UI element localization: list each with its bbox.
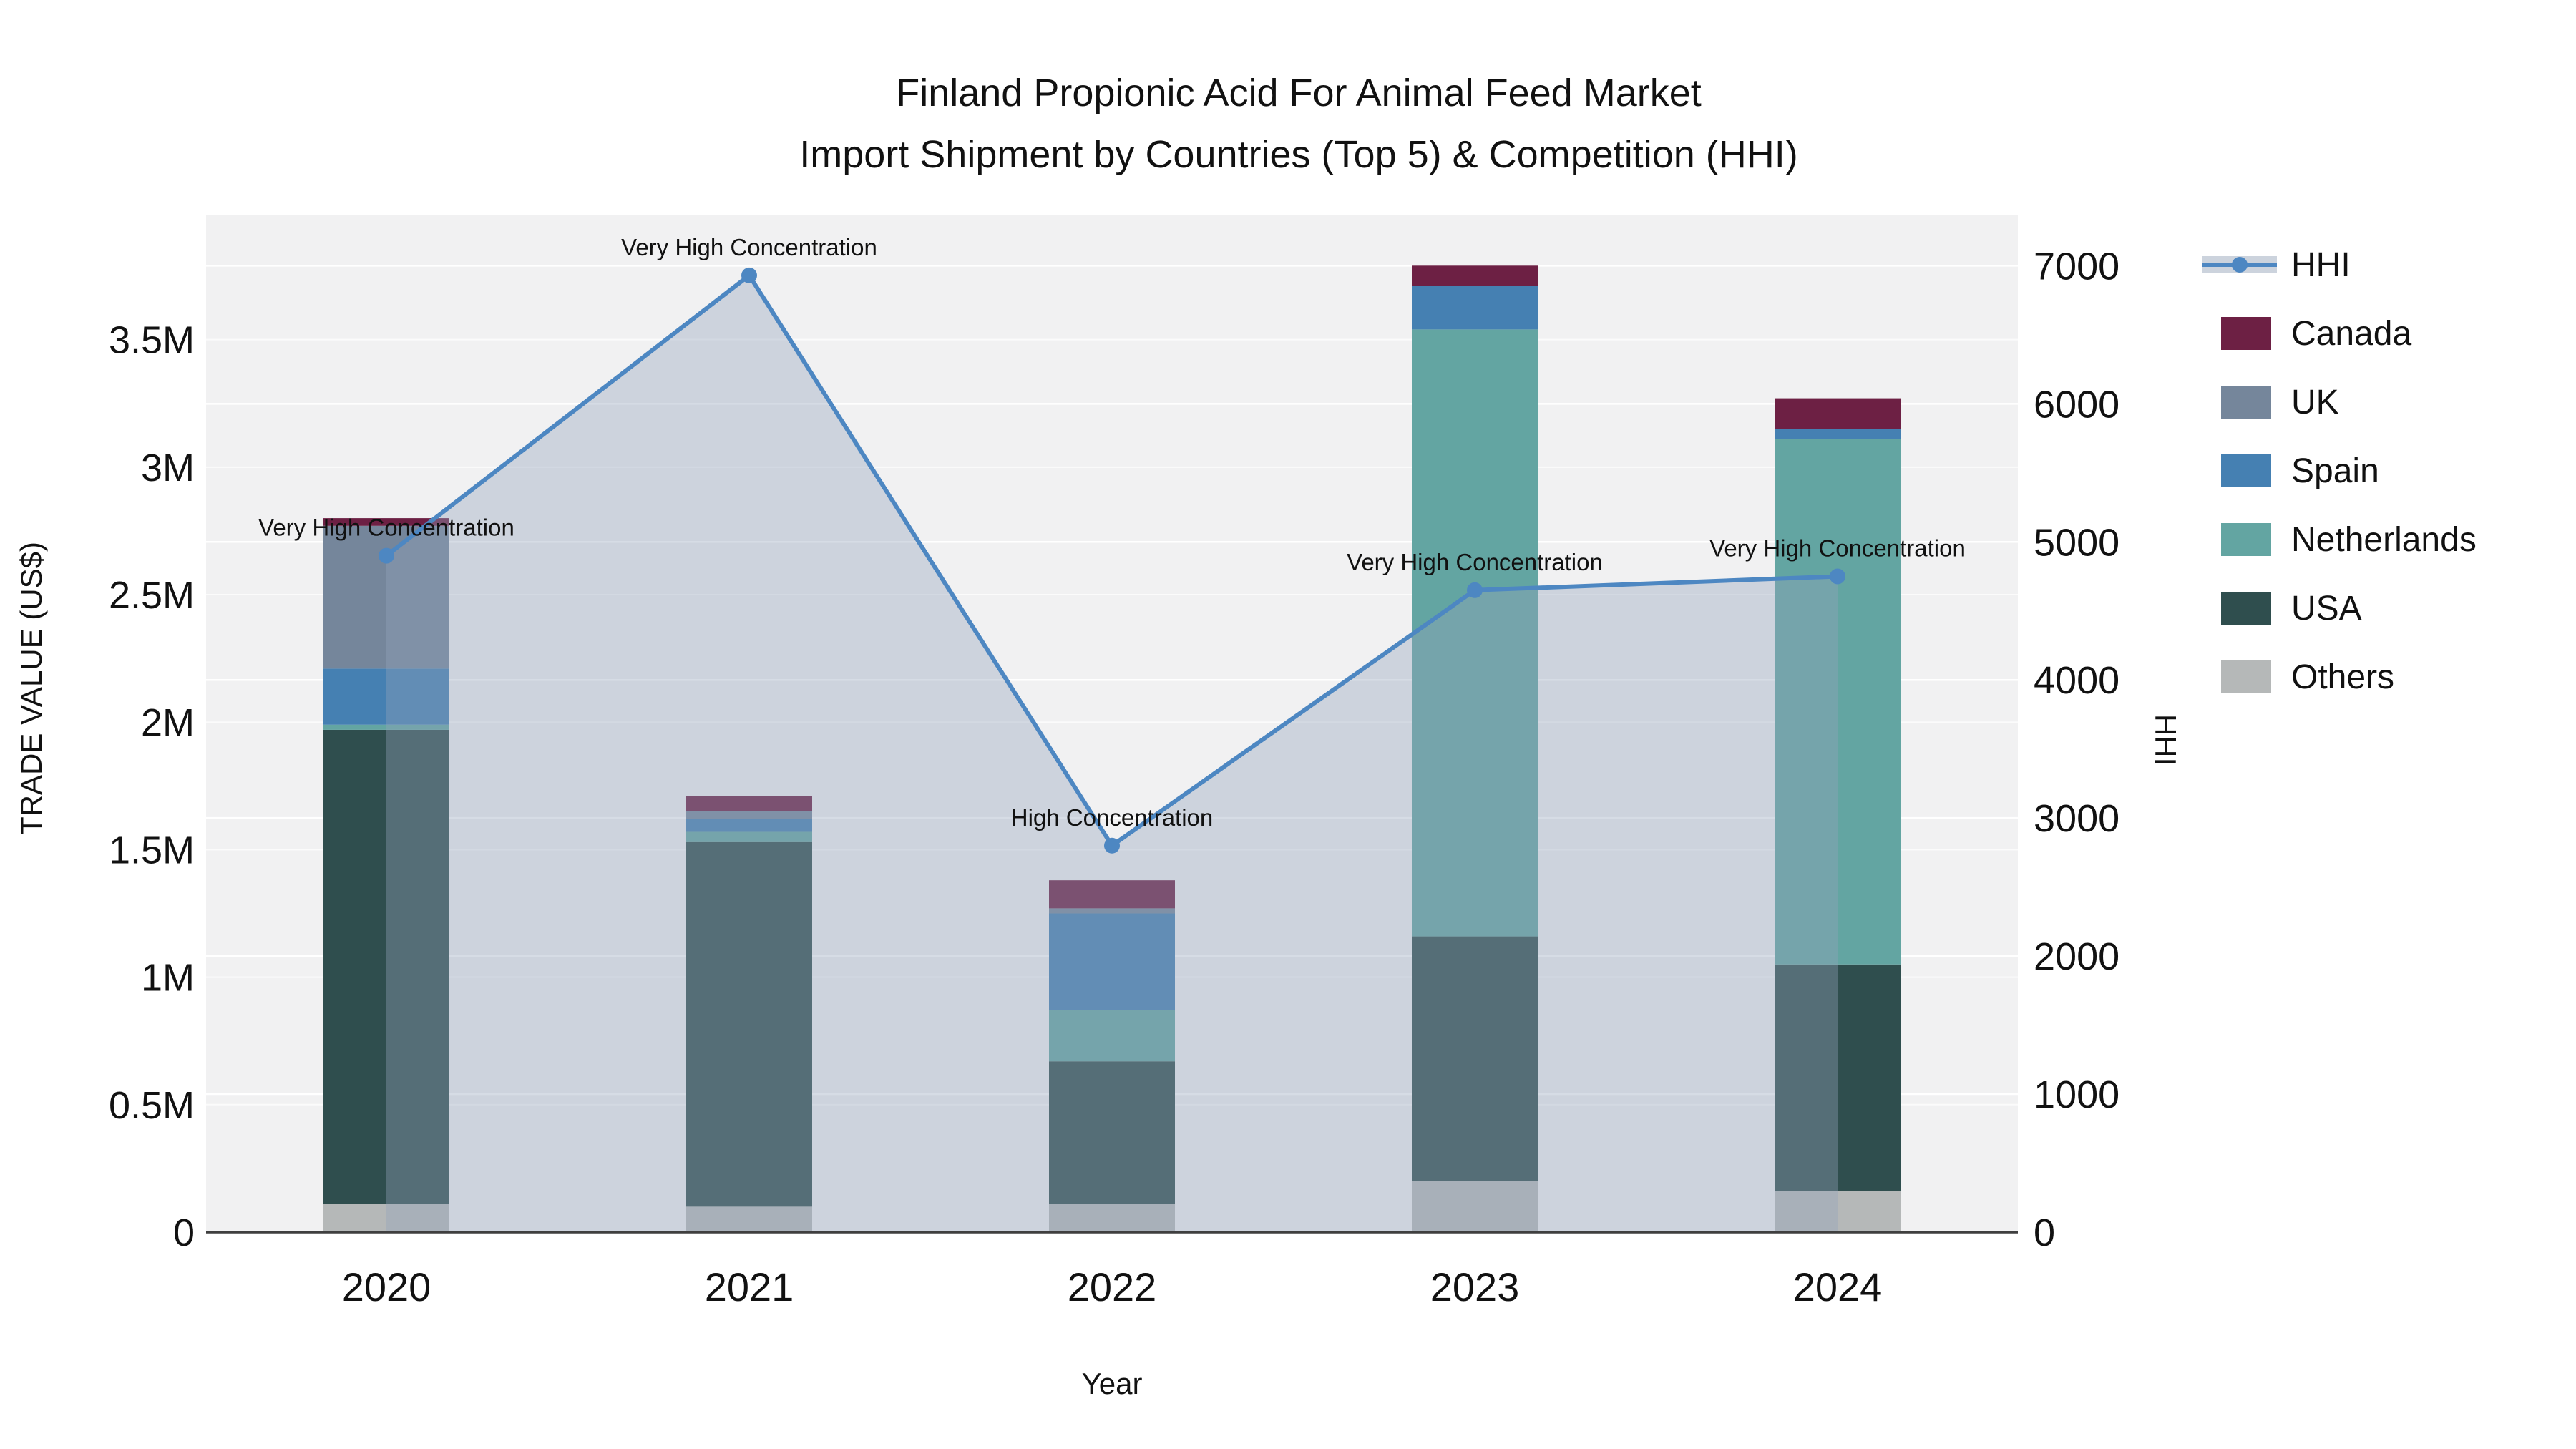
legend-label-canada: Canada bbox=[2291, 314, 2412, 353]
chart-title-line1: Finland Propionic Acid For Animal Feed M… bbox=[896, 72, 1702, 114]
y-right-tick-4000: 4000 bbox=[2034, 659, 2119, 702]
legend-swatch-canada bbox=[2221, 317, 2271, 350]
legend-swatch-usa bbox=[2221, 592, 2271, 625]
bar-segment-netherlands-2024[interactable] bbox=[1775, 439, 1901, 965]
annotation-2020: Very High Concentration bbox=[258, 514, 514, 541]
x-tick-2022: 2022 bbox=[1068, 1264, 1157, 1309]
bar-segment-netherlands-2021[interactable] bbox=[686, 831, 812, 842]
y-right-tick-3000: 3000 bbox=[2034, 797, 2119, 840]
y-left-axis-title: TRADE VALUE (US$) bbox=[14, 542, 48, 835]
legend-swatch-netherlands bbox=[2221, 523, 2271, 556]
y-right-axis-title: HHI bbox=[2149, 714, 2182, 766]
x-tick-2021: 2021 bbox=[705, 1264, 794, 1309]
legend-label-spain: Spain bbox=[2291, 452, 2379, 490]
y-left-tick-1M: 1M bbox=[141, 957, 195, 1000]
bar-segment-uk-2022[interactable] bbox=[1049, 908, 1175, 914]
y-right-tick-7000: 7000 bbox=[2034, 245, 2119, 288]
y-left-tick-0: 0 bbox=[173, 1211, 195, 1254]
bar-segment-uk-2021[interactable] bbox=[686, 811, 812, 819]
bar-segment-others-2023[interactable] bbox=[1412, 1181, 1538, 1232]
bar-segment-spain-2024[interactable] bbox=[1775, 429, 1901, 439]
annotation-2024: Very High Concentration bbox=[1709, 535, 1966, 562]
hhi-marker-2023[interactable] bbox=[1467, 582, 1483, 598]
legend-label-netherlands: Netherlands bbox=[2291, 520, 2477, 559]
y-right-tick-2000: 2000 bbox=[2034, 935, 2119, 978]
y-left-tick-3.5M: 3.5M bbox=[109, 319, 195, 362]
legend-label-others: Others bbox=[2291, 658, 2395, 696]
legend-hhi-line-symbol bbox=[2202, 248, 2277, 281]
legend-label-uk: UK bbox=[2291, 383, 2339, 421]
bar-segment-others-2020[interactable] bbox=[323, 1204, 449, 1232]
bar-segment-canada-2021[interactable] bbox=[686, 796, 812, 811]
bar-segment-spain-2020[interactable] bbox=[323, 668, 449, 725]
y-right-tick-0: 0 bbox=[2034, 1211, 2055, 1254]
hhi-marker-2021[interactable] bbox=[741, 267, 757, 283]
bar-segment-usa-2023[interactable] bbox=[1412, 936, 1538, 1181]
bar-segment-usa-2022[interactable] bbox=[1049, 1061, 1175, 1204]
bar-segment-netherlands-2023[interactable] bbox=[1412, 329, 1538, 937]
x-tick-2020: 2020 bbox=[342, 1264, 431, 1309]
bar-segment-others-2022[interactable] bbox=[1049, 1204, 1175, 1232]
legend-item-usa[interactable]: USA bbox=[2202, 574, 2477, 643]
bar-segment-canada-2023[interactable] bbox=[1412, 265, 1538, 286]
legend-swatch-others bbox=[2221, 660, 2271, 693]
bar-segment-others-2021[interactable] bbox=[686, 1206, 812, 1232]
legend-label-hhi: HHI bbox=[2291, 245, 2351, 284]
y-right-tick-6000: 6000 bbox=[2034, 383, 2119, 426]
x-tick-2023: 2023 bbox=[1430, 1264, 1520, 1309]
chart-title-line2: Import Shipment by Countries (Top 5) & C… bbox=[799, 133, 1798, 176]
bar-segment-canada-2022[interactable] bbox=[1049, 880, 1175, 909]
bar-segment-spain-2021[interactable] bbox=[686, 819, 812, 832]
y-left-tick-3M: 3M bbox=[141, 447, 195, 489]
y-left-tick-1.5M: 1.5M bbox=[109, 829, 195, 872]
legend-item-canada[interactable]: Canada bbox=[2202, 299, 2477, 368]
legend-item-hhi[interactable]: HHI bbox=[2202, 230, 2477, 299]
bar-segment-canada-2024[interactable] bbox=[1775, 398, 1901, 429]
bar-segment-spain-2023[interactable] bbox=[1412, 286, 1538, 330]
bar-segment-canada-2020[interactable] bbox=[323, 518, 449, 526]
legend-item-netherlands[interactable]: Netherlands bbox=[2202, 505, 2477, 574]
bar-segment-usa-2021[interactable] bbox=[686, 841, 812, 1207]
legend-label-usa: USA bbox=[2291, 589, 2362, 628]
bar-segment-usa-2020[interactable] bbox=[323, 729, 449, 1204]
y-right-tick-1000: 1000 bbox=[2034, 1073, 2119, 1116]
annotation-2023: Very High Concentration bbox=[1347, 549, 1603, 575]
legend-item-others[interactable]: Others bbox=[2202, 643, 2477, 711]
bar-segment-spain-2022[interactable] bbox=[1049, 913, 1175, 1010]
hhi-marker-2020[interactable] bbox=[379, 547, 394, 564]
legend: HHI Canada UK Spain Netherlands USA Others bbox=[2202, 230, 2477, 711]
legend-swatch-uk bbox=[2221, 386, 2271, 419]
hhi-marker-2022[interactable] bbox=[1104, 837, 1120, 854]
y-left-tick-2.5M: 2.5M bbox=[109, 574, 195, 617]
y-left-tick-0.5M: 0.5M bbox=[109, 1084, 195, 1127]
y-right-tick-5000: 5000 bbox=[2034, 521, 2119, 564]
hhi-area-fill bbox=[386, 275, 1838, 1232]
y-left-tick-2M: 2M bbox=[141, 701, 195, 744]
bar-segment-usa-2024[interactable] bbox=[1775, 964, 1901, 1191]
x-tick-2024: 2024 bbox=[1793, 1264, 1883, 1309]
hhi-marker-2024[interactable] bbox=[1830, 568, 1845, 585]
annotation-2021: Very High Concentration bbox=[621, 234, 877, 260]
x-axis-title: Year bbox=[1082, 1367, 1143, 1400]
legend-item-uk[interactable]: UK bbox=[2202, 368, 2477, 436]
legend-swatch-spain bbox=[2221, 454, 2271, 487]
bar-segment-netherlands-2022[interactable] bbox=[1049, 1010, 1175, 1062]
legend-item-spain[interactable]: Spain bbox=[2202, 436, 2477, 505]
bar-segment-netherlands-2020[interactable] bbox=[323, 724, 449, 730]
bar-segment-others-2024[interactable] bbox=[1775, 1191, 1901, 1232]
annotation-2022: High Concentration bbox=[1011, 804, 1214, 831]
